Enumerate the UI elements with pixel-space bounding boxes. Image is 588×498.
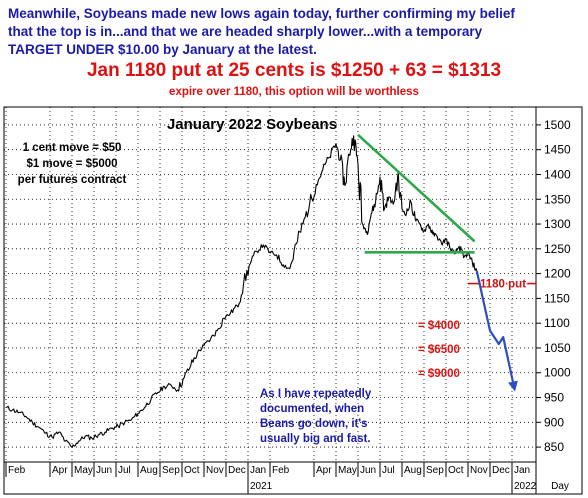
x-tick-label: Dec xyxy=(492,465,510,476)
x-axis-months: Feb Apr May Jun Jul Aug Sep Oct Nov Dec Jan Feb Apr M… xyxy=(5,462,530,477)
subline-red: expire over 1180, this option will be wo… xyxy=(169,86,419,98)
header-text-block: Meanwhile, Soybeans made new lows again … xyxy=(0,0,588,105)
header-line-1: Meanwhile, Soybeans made new lows again … xyxy=(8,6,515,21)
x-tick-label: Sep xyxy=(426,465,444,476)
commentary-note: As I have repeatedly documented, when Be… xyxy=(260,388,372,445)
x-tick-label: Aug xyxy=(140,465,158,476)
x-tick-label: Nov xyxy=(470,465,488,476)
price-series-line xyxy=(5,135,478,448)
y-axis-ticks: 850 900 950 1000 1050 1100 1150 1200 1250 1300 135… xyxy=(536,118,571,454)
x-tick-label: Jun xyxy=(360,465,376,476)
headline-red: Jan 1180 put at 25 cents is $1250 + 63 =… xyxy=(86,60,502,81)
y-tick-label: 1250 xyxy=(544,242,571,256)
contract-line-1: 1 cent move = $50 xyxy=(23,142,122,154)
year-label: 2022 xyxy=(514,481,537,492)
y-tick-label: 900 xyxy=(544,415,564,429)
y-tick-label: 1200 xyxy=(544,267,571,281)
y-tick-label: 1500 xyxy=(544,118,571,132)
x-tick-label: Jun xyxy=(96,465,112,476)
y-tick-label: 850 xyxy=(544,440,564,454)
x-tick-label: Apr xyxy=(316,465,332,476)
x-tick-label: Feb xyxy=(8,465,26,476)
dollar-levels: = $4000 = $6500 = $9000 xyxy=(418,320,460,380)
dollar-level-6500: = $6500 xyxy=(418,344,460,356)
header-line-3: TARGET UNDER $10.00 by January at the la… xyxy=(8,42,317,57)
soybeans-price-chart: 850 900 950 1000 1050 1100 1150 1200 1250 1300 135… xyxy=(3,106,583,495)
x-tick-label: Jan xyxy=(250,465,266,476)
note-line-1: As I have repeatedly xyxy=(260,388,372,400)
dollar-level-9000: = $9000 xyxy=(418,368,460,380)
y-tick-label: 1000 xyxy=(544,366,571,380)
x-axis-years: 2021 2022 xyxy=(247,477,537,494)
triangle-pattern xyxy=(357,133,476,254)
projection-arrow xyxy=(475,270,516,388)
contract-line-3: per futures contract xyxy=(18,174,127,186)
x-tick-label: Oct xyxy=(184,465,200,476)
contract-annotation: 1 cent move = $50 $1 move = $5000 per fu… xyxy=(18,142,127,186)
x-tick-label: Aug xyxy=(404,465,422,476)
triangle-top-line xyxy=(357,133,476,243)
note-line-4: usually big and fast. xyxy=(260,433,371,445)
put-level-label: 1180 put xyxy=(480,279,526,291)
y-tick-label: 1400 xyxy=(544,167,571,181)
y-tick-label: 1450 xyxy=(544,143,571,157)
y-tick-label: 1300 xyxy=(544,217,571,231)
note-line-3: Beans go down, it's xyxy=(260,418,368,430)
x-tick-label: Sep xyxy=(162,465,180,476)
y-tick-label: 1050 xyxy=(544,341,571,355)
grid-horizontal xyxy=(4,124,536,448)
y-tick-label: 1150 xyxy=(544,291,570,305)
x-tick-label: Feb xyxy=(272,465,290,476)
x-tick-label: Nov xyxy=(206,465,224,476)
projection-arrowhead xyxy=(508,380,518,392)
note-line-2: documented, when xyxy=(260,403,364,415)
year-label: 2021 xyxy=(250,481,273,492)
chart-title: January 2022 Soybeans xyxy=(167,116,337,133)
x-tick-label: Jul xyxy=(382,465,395,476)
x-tick-label: Oct xyxy=(448,465,464,476)
x-tick-label: Jul xyxy=(118,465,131,476)
x-tick-label: May xyxy=(74,465,93,476)
y-tick-label: 1350 xyxy=(544,192,571,206)
x-tick-label: Apr xyxy=(52,465,68,476)
y-unit-label: Day xyxy=(551,481,569,492)
contract-line-2: $1 move = $5000 xyxy=(26,158,117,170)
x-tick-label: Jan xyxy=(514,465,530,476)
y-tick-label: 950 xyxy=(544,391,564,405)
header-line-2: that the top is in...and that we are hea… xyxy=(8,24,483,39)
y-tick-label: 1100 xyxy=(544,316,570,330)
x-tick-label: Dec xyxy=(228,465,246,476)
dollar-level-4000: = $4000 xyxy=(418,320,460,332)
x-tick-label: May xyxy=(338,465,357,476)
